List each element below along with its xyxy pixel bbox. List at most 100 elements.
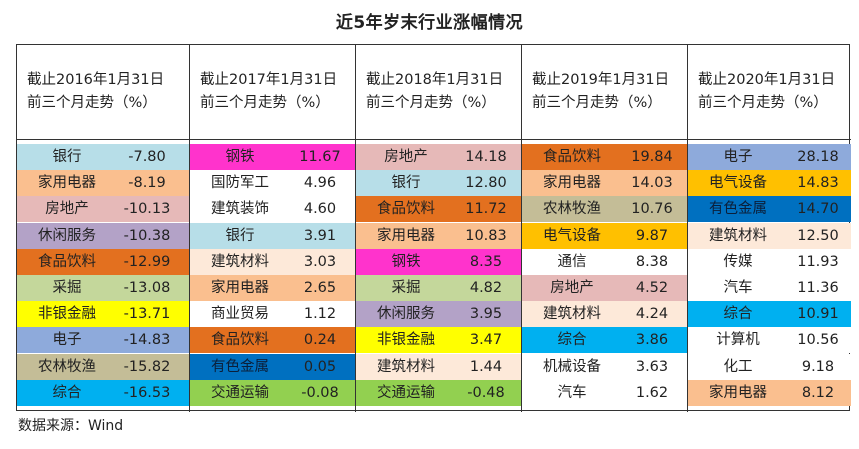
- table-row: 建筑材料 3.03: [190, 248, 355, 275]
- table-row: 休闲服务 3.95: [356, 301, 521, 328]
- industry-name: 房地产: [384, 149, 428, 165]
- industry-name: 综合: [52, 384, 82, 401]
- return-value: 4.96: [303, 175, 337, 192]
- table-row: 电子 28.18: [688, 144, 851, 170]
- industry-name: 非银金融: [38, 306, 96, 323]
- return-value: -8.19: [128, 175, 166, 192]
- industry-name: 非银金融: [377, 332, 435, 349]
- return-value: 12.80: [465, 175, 507, 192]
- table-row: 商业贸易 1.12: [190, 301, 355, 328]
- table-row: 房地产 -10.13: [17, 196, 189, 223]
- return-value: 14.18: [465, 149, 507, 165]
- table-row: 食品饮料 -12.99: [17, 248, 189, 275]
- industry-name: 银行: [391, 175, 421, 192]
- return-value: 10.91: [797, 306, 839, 323]
- table-row: 家用电器 -8.19: [17, 170, 189, 197]
- header-subtitle: 前三个月走势（%）: [200, 95, 330, 111]
- table-row: 钢铁 8.35: [356, 248, 521, 275]
- industry-name: 采掘: [391, 280, 421, 296]
- return-value: 10.83: [465, 227, 507, 244]
- industry-name: 银行: [52, 149, 82, 165]
- table-row: 建筑材料 4.24: [522, 301, 687, 328]
- column-header: 截止2017年1月31日 前三个月走势（%）: [190, 45, 355, 140]
- table-row: 综合 10.91: [688, 301, 851, 328]
- year-column: 截止2016年1月31日 前三个月走势（%） 银行 -7.80 家用电器 -8.19 房地产…: [17, 45, 189, 412]
- table-row: 建筑材料 12.50: [688, 222, 851, 249]
- return-value: 4.24: [635, 306, 669, 323]
- return-value: 19.84: [631, 149, 673, 165]
- table-row: 房地产 4.52: [522, 275, 687, 301]
- industry-name: 家用电器: [211, 280, 269, 296]
- return-value: -10.13: [123, 201, 171, 218]
- return-value: -12.99: [123, 253, 171, 270]
- year-column: 截止2018年1月31日 前三个月走势（%） 房地产 14.18 银行 12.80 食品饮料…: [355, 45, 521, 412]
- column-header: 截止2020年1月31日 前三个月走势（%）: [688, 45, 851, 140]
- return-value: 1.44: [469, 358, 503, 375]
- industry-name: 银行: [225, 227, 255, 244]
- header-date: 截止2019年1月31日: [532, 72, 670, 88]
- return-value: 1.62: [635, 384, 669, 401]
- return-value: -13.08: [123, 280, 171, 296]
- return-value: -7.80: [128, 149, 166, 165]
- header-date: 截止2016年1月31日: [27, 72, 165, 88]
- table-row: 汽车 1.62: [522, 379, 687, 406]
- return-value: 3.03: [303, 253, 337, 270]
- table-row: 休闲服务 -10.38: [17, 222, 189, 249]
- year-column: 截止2020年1月31日 前三个月走势（%） 电子 28.18 电气设备 14.83 有色金…: [687, 45, 851, 412]
- column-header: 截止2019年1月31日 前三个月走势（%）: [522, 45, 687, 140]
- industry-name: 建筑材料: [211, 253, 269, 270]
- return-value: 9.18: [801, 358, 835, 375]
- return-value: -14.83: [123, 332, 171, 349]
- table-row: 机械设备 3.63: [522, 353, 687, 380]
- chart-title: 近5年岁末行业涨幅情况: [335, 13, 524, 33]
- return-value: 0.24: [303, 332, 337, 349]
- industry-name: 汽车: [557, 384, 587, 401]
- header-date: 截止2017年1月31日: [200, 72, 338, 88]
- industry-name: 家用电器: [709, 384, 767, 401]
- industry-name: 电子: [723, 149, 753, 165]
- table-row: 农林牧渔 -15.82: [17, 353, 189, 380]
- return-value: -10.38: [123, 227, 171, 244]
- return-value: 10.56: [797, 332, 839, 349]
- return-value: 4.82: [469, 280, 503, 296]
- return-value: 14.83: [797, 175, 839, 192]
- table-row: 电气设备 9.87: [522, 222, 687, 249]
- return-value: 3.86: [635, 332, 669, 349]
- industry-name: 建筑装饰: [211, 201, 269, 218]
- return-value: 8.35: [469, 253, 503, 270]
- table-row: 综合 3.86: [522, 327, 687, 354]
- table-row: 交通运输 -0.08: [190, 379, 355, 406]
- column-header: 截止2016年1月31日 前三个月走势（%）: [17, 45, 189, 140]
- table-row: 银行 12.80: [356, 170, 521, 197]
- industry-name: 通信: [557, 253, 587, 270]
- header-date: 截止2020年1月31日: [698, 72, 836, 88]
- industry-name: 化工: [723, 358, 753, 375]
- table-row: 有色金属 0.05: [190, 353, 355, 380]
- industry-name: 传媒: [723, 253, 753, 270]
- return-value: 0.05: [303, 358, 337, 375]
- return-value: 3.95: [469, 306, 503, 323]
- industry-name: 综合: [723, 306, 753, 323]
- industry-name: 商业贸易: [211, 306, 269, 323]
- industry-name: 建筑材料: [543, 306, 601, 323]
- header-subtitle: 前三个月走势（%）: [532, 95, 662, 111]
- industry-name: 电子: [52, 332, 82, 349]
- return-value: 11.93: [797, 253, 839, 270]
- data-source-note: 数据来源：Wind: [18, 418, 124, 434]
- industry-name: 汽车: [723, 280, 753, 296]
- return-value: 9.87: [635, 227, 669, 244]
- table-row: 通信 8.38: [522, 248, 687, 275]
- header-subtitle: 前三个月走势（%）: [27, 95, 157, 111]
- industry-name: 农林牧渔: [543, 201, 601, 218]
- table-row: 建筑装饰 4.60: [190, 196, 355, 223]
- return-value: 11.67: [299, 149, 341, 165]
- industry-name: 电气设备: [543, 227, 601, 244]
- table-row: 家用电器 10.83: [356, 222, 521, 249]
- header-subtitle: 前三个月走势（%）: [698, 95, 828, 111]
- table-row: 传媒 11.93: [688, 248, 851, 275]
- table-row: 采掘 4.82: [356, 275, 521, 301]
- table-row: 采掘 -13.08: [17, 275, 189, 301]
- industry-name: 机械设备: [543, 358, 601, 375]
- return-value: 4.52: [635, 280, 669, 296]
- industry-name: 房地产: [45, 201, 89, 218]
